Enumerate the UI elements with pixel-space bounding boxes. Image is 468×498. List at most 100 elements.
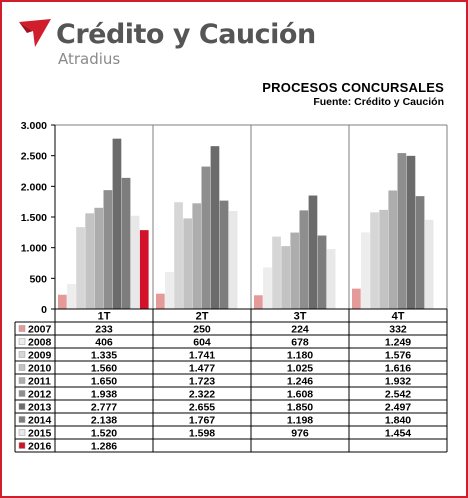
bar-2009-2T xyxy=(174,202,183,309)
data-label: 1.650 xyxy=(91,376,117,388)
bar-2009-1T xyxy=(76,227,85,309)
data-label: 233 xyxy=(95,324,113,336)
bar-2015-1T xyxy=(130,215,140,309)
legend-label: 2012 xyxy=(28,389,52,401)
data-label: 1.454 xyxy=(385,428,411,440)
bar-2008-4T xyxy=(361,232,370,309)
bar-2016-1T xyxy=(139,230,149,309)
data-label: 1.608 xyxy=(287,389,313,401)
legend-key-2009 xyxy=(18,351,26,358)
brand-name: Crédito y Caución xyxy=(56,19,316,50)
legend-key-2010 xyxy=(18,364,26,371)
bar-2014-4T xyxy=(415,196,425,309)
bar-2015-2T xyxy=(228,210,238,309)
data-label: 1.477 xyxy=(189,363,215,375)
data-label: 2.777 xyxy=(91,402,117,414)
chart-title: PROCESOS CONCURSALES xyxy=(262,80,444,95)
y-tick-label: 3.000 xyxy=(21,120,47,132)
bar-2008-2T xyxy=(165,271,174,309)
legend-key-2011 xyxy=(18,377,26,384)
bar-2013-4T xyxy=(406,155,416,309)
bar-2012-1T xyxy=(103,190,113,309)
bar-2010-1T xyxy=(85,213,94,309)
data-label: 1.249 xyxy=(385,337,411,349)
bar-2010-4T xyxy=(379,209,388,309)
bar-2008-3T xyxy=(263,267,272,309)
data-label: 332 xyxy=(389,324,407,336)
bar-2007-2T xyxy=(156,293,165,309)
bar-2009-4T xyxy=(370,212,379,309)
legend-key-2016 xyxy=(18,442,26,449)
bar-2011-4T xyxy=(388,190,398,309)
legend-key-2014 xyxy=(18,416,26,423)
data-label: 1.198 xyxy=(287,415,313,427)
data-label: 1.932 xyxy=(385,376,411,388)
y-tick-label: 1.500 xyxy=(21,212,47,224)
legend-key-2012 xyxy=(18,390,26,397)
bar-2014-1T xyxy=(121,177,131,309)
legend-key-2007 xyxy=(18,325,26,332)
y-tick-label: 2.500 xyxy=(21,151,47,163)
data-label: 1.616 xyxy=(385,363,411,375)
data-label: 250 xyxy=(193,324,211,336)
bar-2009-3T xyxy=(272,236,281,309)
bar-2013-3T xyxy=(308,195,318,309)
y-tick-label: 2.000 xyxy=(21,181,47,193)
bar-2007-3T xyxy=(254,295,263,309)
bar-2012-4T xyxy=(397,153,407,309)
legend-label: 2014 xyxy=(28,415,52,427)
bar-2014-2T xyxy=(219,200,229,309)
bar-2010-2T xyxy=(183,218,192,309)
data-label: 1.520 xyxy=(91,428,117,440)
data-label: 2.542 xyxy=(385,389,411,401)
bar-2014-3T xyxy=(317,235,327,309)
data-label: 2.655 xyxy=(189,402,215,414)
data-label: 1.246 xyxy=(287,376,313,388)
data-label: 678 xyxy=(291,337,309,349)
legend-key-2008 xyxy=(18,338,26,345)
data-label: 1.840 xyxy=(385,415,411,427)
legend-label: 2015 xyxy=(28,428,52,440)
data-label: 2.497 xyxy=(385,402,411,414)
data-label: 1.938 xyxy=(91,389,117,401)
bar-2011-1T xyxy=(94,207,104,309)
data-label: 1.576 xyxy=(385,350,411,362)
bar-2013-1T xyxy=(112,138,122,309)
data-label: 1.335 xyxy=(91,350,117,362)
legend-label: 2009 xyxy=(28,350,52,362)
bar-2008-1T xyxy=(67,284,76,309)
data-label: 406 xyxy=(95,337,113,349)
y-tick-label: 500 xyxy=(29,273,47,285)
bar-2007-1T xyxy=(58,294,67,309)
category-label: 3T xyxy=(294,311,307,323)
legend-key-2013 xyxy=(18,403,26,410)
category-label: 4T xyxy=(392,311,405,323)
data-label: 1.850 xyxy=(287,402,313,414)
bar-2013-2T xyxy=(210,146,220,309)
y-tick-label: 0 xyxy=(41,304,47,316)
bar-2011-2T xyxy=(192,203,202,309)
data-label: 2.322 xyxy=(189,389,215,401)
category-label: 2T xyxy=(196,311,209,323)
data-label: 976 xyxy=(291,428,309,440)
data-label: 1.741 xyxy=(189,350,215,362)
bar-2010-3T xyxy=(281,246,290,309)
brand-logo: Crédito y Caución Atradius xyxy=(18,12,318,72)
bar-2012-3T xyxy=(299,210,309,309)
data-label: 224 xyxy=(291,324,309,336)
category-label: 1T xyxy=(98,311,111,323)
legend-label: 2016 xyxy=(28,441,52,453)
data-label: 604 xyxy=(193,337,211,349)
data-label: 1.767 xyxy=(189,415,215,427)
legend-label: 2011 xyxy=(28,376,51,388)
bar-2015-4T xyxy=(424,219,434,309)
bar-2012-2T xyxy=(201,166,211,309)
bar-2007-4T xyxy=(352,288,361,309)
data-label: 2.138 xyxy=(91,415,117,427)
data-label: 1.560 xyxy=(91,363,117,375)
data-label: 1.025 xyxy=(287,363,313,375)
data-label: 1.723 xyxy=(189,376,215,388)
legend-label: 2010 xyxy=(28,363,52,375)
